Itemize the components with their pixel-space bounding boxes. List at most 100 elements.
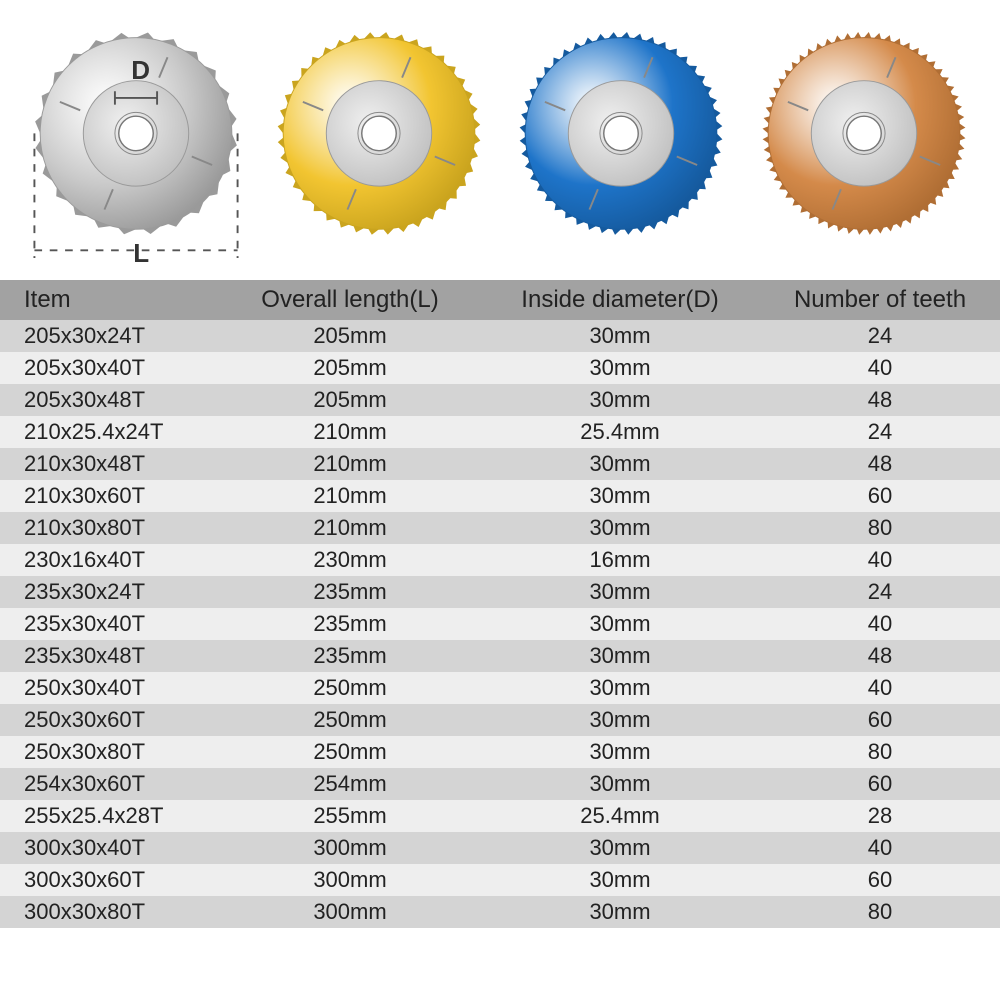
cell: 28 [760,800,1000,832]
dimension-l-label: L [133,238,149,269]
cell: 40 [760,352,1000,384]
cell: 210mm [220,416,480,448]
cell: 205mm [220,384,480,416]
table-row: 210x30x60T210mm30mm60 [0,480,1000,512]
cell: 235x30x24T [0,576,220,608]
table-row: 255x25.4x28T255mm25.4mm28 [0,800,1000,832]
table-row: 230x16x40T230mm16mm40 [0,544,1000,576]
table-row: 250x30x80T250mm30mm80 [0,736,1000,768]
cell: 210mm [220,512,480,544]
table-row: 254x30x60T254mm30mm60 [0,768,1000,800]
cell: 24 [760,320,1000,352]
cell: 250x30x60T [0,704,220,736]
table-row: 250x30x60T250mm30mm60 [0,704,1000,736]
cell: 255x25.4x28T [0,800,220,832]
cell: 205x30x40T [0,352,220,384]
cell: 250mm [220,672,480,704]
cell: 300x30x40T [0,832,220,864]
cell: 25.4mm [480,416,760,448]
cell: 210x30x60T [0,480,220,512]
cell: 30mm [480,512,760,544]
cell: 250mm [220,704,480,736]
cell: 40 [760,544,1000,576]
cell: 30mm [480,320,760,352]
cell: 30mm [480,640,760,672]
cell: 25.4mm [480,800,760,832]
table-header-row: Item Overall length(L) Inside diameter(D… [0,280,1000,320]
cell: 205x30x24T [0,320,220,352]
cell: 210mm [220,448,480,480]
cell: 254mm [220,768,480,800]
blade-3 [749,13,979,273]
cell: 230mm [220,544,480,576]
cell: 30mm [480,704,760,736]
cell: 300mm [220,896,480,928]
blade-0: DL [21,13,251,273]
dimension-d-label: D [131,55,150,86]
cell: 30mm [480,352,760,384]
table-row: 300x30x80T300mm30mm80 [0,896,1000,928]
blade-1 [264,13,494,273]
cell: 40 [760,672,1000,704]
cell: 30mm [480,768,760,800]
saw-blade-icon [264,13,494,273]
cell: 235mm [220,608,480,640]
table-row: 235x30x40T235mm30mm40 [0,608,1000,640]
cell: 210x30x48T [0,448,220,480]
saw-blade-icon [506,13,736,273]
cell: 210x25.4x24T [0,416,220,448]
saw-blade-icon [749,13,979,273]
saw-blade-icon [21,13,251,273]
cell: 24 [760,416,1000,448]
cell: 16mm [480,544,760,576]
cell: 235x30x48T [0,640,220,672]
cell: 210mm [220,480,480,512]
cell: 250x30x40T [0,672,220,704]
cell: 24 [760,576,1000,608]
col-header-length: Overall length(L) [220,280,480,320]
cell: 205mm [220,320,480,352]
cell: 205x30x48T [0,384,220,416]
cell: 40 [760,832,1000,864]
cell: 30mm [480,736,760,768]
cell: 48 [760,448,1000,480]
cell: 60 [760,864,1000,896]
cell: 30mm [480,576,760,608]
spec-table: Item Overall length(L) Inside diameter(D… [0,280,1000,928]
table-row: 210x30x48T210mm30mm48 [0,448,1000,480]
cell: 235x30x40T [0,608,220,640]
cell: 80 [760,736,1000,768]
col-header-teeth: Number of teeth [760,280,1000,320]
cell: 60 [760,480,1000,512]
cell: 300x30x60T [0,864,220,896]
cell: 235mm [220,576,480,608]
blade-2 [506,13,736,273]
col-header-item: Item [0,280,220,320]
cell: 48 [760,640,1000,672]
table-row: 210x25.4x24T210mm25.4mm24 [0,416,1000,448]
cell: 40 [760,608,1000,640]
cell: 30mm [480,608,760,640]
cell: 300mm [220,832,480,864]
table-row: 205x30x48T205mm30mm48 [0,384,1000,416]
cell: 30mm [480,896,760,928]
cell: 250x30x80T [0,736,220,768]
cell: 30mm [480,480,760,512]
cell: 30mm [480,672,760,704]
table-row: 300x30x40T300mm30mm40 [0,832,1000,864]
cell: 80 [760,512,1000,544]
cell: 210x30x80T [0,512,220,544]
table-row: 250x30x40T250mm30mm40 [0,672,1000,704]
cell: 30mm [480,864,760,896]
cell: 250mm [220,736,480,768]
cell: 230x16x40T [0,544,220,576]
cell: 205mm [220,352,480,384]
table-row: 235x30x48T235mm30mm48 [0,640,1000,672]
cell: 30mm [480,448,760,480]
table-row: 300x30x60T300mm30mm60 [0,864,1000,896]
table-row: 235x30x24T235mm30mm24 [0,576,1000,608]
cell: 48 [760,384,1000,416]
blade-image-row: DL [0,0,1000,280]
cell: 254x30x60T [0,768,220,800]
table-row: 205x30x40T205mm30mm40 [0,352,1000,384]
